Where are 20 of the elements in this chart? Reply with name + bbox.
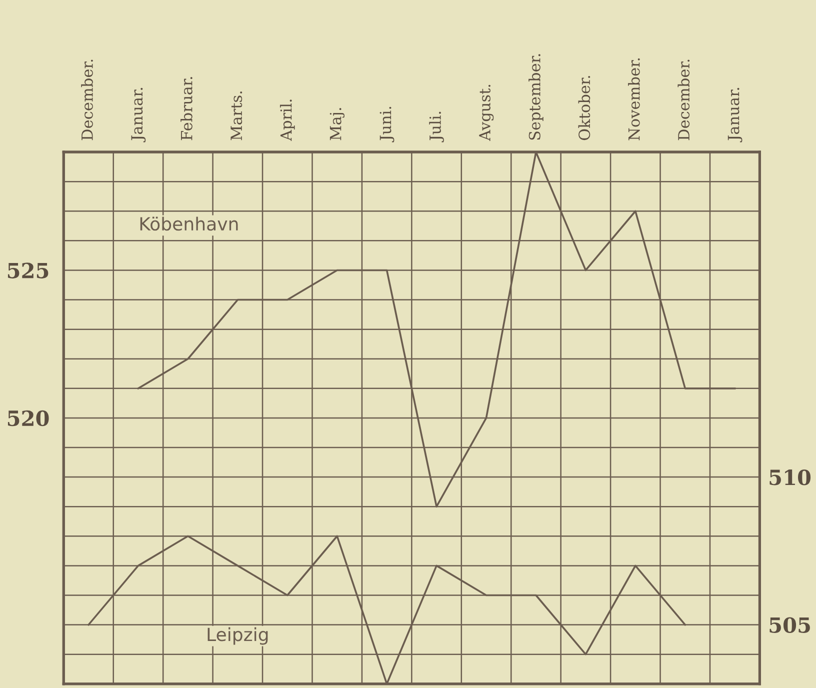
x-tick-label: December. [81, 60, 93, 140]
x-tick-label: Oktober. [578, 76, 590, 140]
y2-tick-label: 510 [770, 470, 811, 486]
annotation: Köbenhavn [140, 216, 238, 231]
annotation: Leipzig [208, 627, 268, 645]
x-tick-label: December. [678, 60, 690, 140]
x-tick-label: September. [528, 54, 544, 140]
x-tick-label: November. [628, 58, 640, 140]
x-tick-label: Juli. [429, 112, 444, 142]
x-tick-label: Januar. [728, 88, 742, 142]
x-tick-label: Januar. [131, 88, 146, 142]
x-tick-label: Juni. [380, 106, 394, 142]
y-tick-label: 520 [8, 410, 49, 426]
x-tick-label: Marts. [230, 91, 242, 140]
x-tick-label: Februar. [180, 77, 192, 140]
y2-tick-label: 505 [770, 617, 810, 633]
x-tick-label: Maj. [330, 108, 344, 140]
x-tick-label: Avgust. [479, 84, 494, 142]
x-tick-label: April. [280, 100, 295, 142]
y-tick-label: 525 [8, 262, 48, 278]
